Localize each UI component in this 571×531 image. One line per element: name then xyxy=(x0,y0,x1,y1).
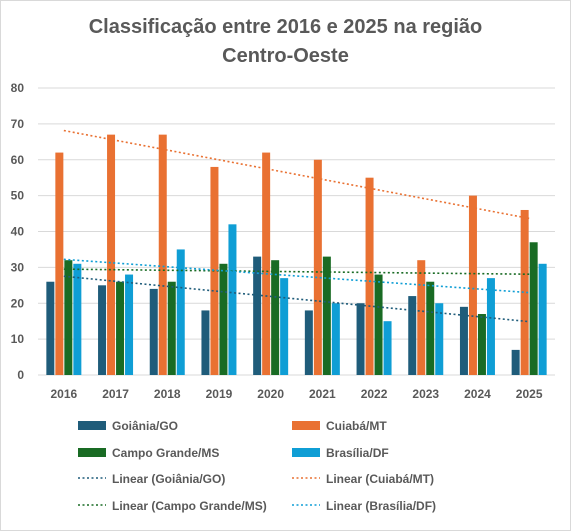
bar xyxy=(520,209,529,375)
trendline xyxy=(63,275,530,323)
x-tick-label: 2025 xyxy=(516,387,543,401)
x-tick-label: 2019 xyxy=(206,387,233,401)
legend-swatch xyxy=(78,448,106,457)
legend-label: Goiânia/GO xyxy=(112,419,178,433)
legend-swatch xyxy=(292,421,320,430)
legend-label: Linear (Brasília/DF) xyxy=(326,499,436,513)
bar xyxy=(46,281,55,375)
bar xyxy=(304,310,313,375)
bar xyxy=(477,314,486,375)
bar xyxy=(201,310,210,375)
y-tick-label: 0 xyxy=(17,368,24,382)
chart-title-line1: Classificação entre 2016 e 2025 na regiã… xyxy=(88,16,483,38)
legend-label: Cuiabá/MT xyxy=(326,419,387,433)
x-tick-label: 2018 xyxy=(154,387,181,401)
bar xyxy=(116,281,125,375)
x-tick-label: 2017 xyxy=(102,387,129,401)
y-tick-label: 80 xyxy=(11,81,25,95)
chart-title-line2: Centro-Oeste xyxy=(222,45,349,67)
x-tick-label: 2023 xyxy=(412,387,439,401)
y-tick-label: 40 xyxy=(11,225,25,239)
bar xyxy=(167,281,176,375)
y-tick-label: 10 xyxy=(11,332,25,346)
trendline xyxy=(63,268,530,276)
x-tick-label: 2021 xyxy=(309,387,336,401)
bar xyxy=(435,303,444,375)
bar xyxy=(374,274,383,375)
legend-swatch xyxy=(78,421,106,430)
bar xyxy=(511,349,520,375)
bar xyxy=(271,260,280,375)
bar xyxy=(262,152,271,375)
bar xyxy=(408,296,417,375)
legend-label: Linear (Cuiabá/MT) xyxy=(326,472,434,486)
bar xyxy=(228,224,237,375)
trendline xyxy=(63,129,530,220)
x-tick-label: 2022 xyxy=(361,387,388,401)
legend-label: Linear (Campo Grande/MS) xyxy=(112,499,267,513)
bar xyxy=(210,166,219,375)
x-tick-label: 2024 xyxy=(464,387,491,401)
bar xyxy=(331,303,340,375)
bar xyxy=(468,195,477,375)
bar xyxy=(356,303,365,375)
y-tick-label: 50 xyxy=(11,189,25,203)
bar xyxy=(322,256,331,375)
bar xyxy=(73,263,82,375)
bar xyxy=(64,260,73,375)
bar xyxy=(107,134,116,375)
y-tick-label: 20 xyxy=(11,296,25,310)
bar xyxy=(459,306,468,375)
legend-label: Campo Grande/MS xyxy=(112,446,219,460)
x-tick-label: 2020 xyxy=(257,387,284,401)
legend-swatch xyxy=(292,448,320,457)
bar xyxy=(538,263,547,375)
bar xyxy=(176,249,185,375)
bar xyxy=(365,177,374,375)
bar xyxy=(219,263,228,375)
bar xyxy=(417,260,426,375)
bar xyxy=(98,285,107,375)
x-tick-label: 2016 xyxy=(50,387,77,401)
bar xyxy=(280,278,289,375)
bar xyxy=(529,242,538,375)
y-tick-label: 60 xyxy=(11,153,25,167)
y-tick-label: 30 xyxy=(11,260,25,274)
bar xyxy=(158,134,167,375)
bar xyxy=(313,159,322,375)
bar xyxy=(253,256,262,375)
bar xyxy=(383,321,392,375)
bar xyxy=(55,152,64,375)
y-tick-label: 70 xyxy=(11,117,25,131)
bar xyxy=(125,274,134,375)
bar xyxy=(486,278,495,375)
legend-label: Linear (Goiânia/GO) xyxy=(112,472,225,486)
bar xyxy=(426,281,435,375)
trendline xyxy=(63,258,530,294)
bar xyxy=(149,288,158,375)
legend-label: Brasília/DF xyxy=(326,446,389,460)
